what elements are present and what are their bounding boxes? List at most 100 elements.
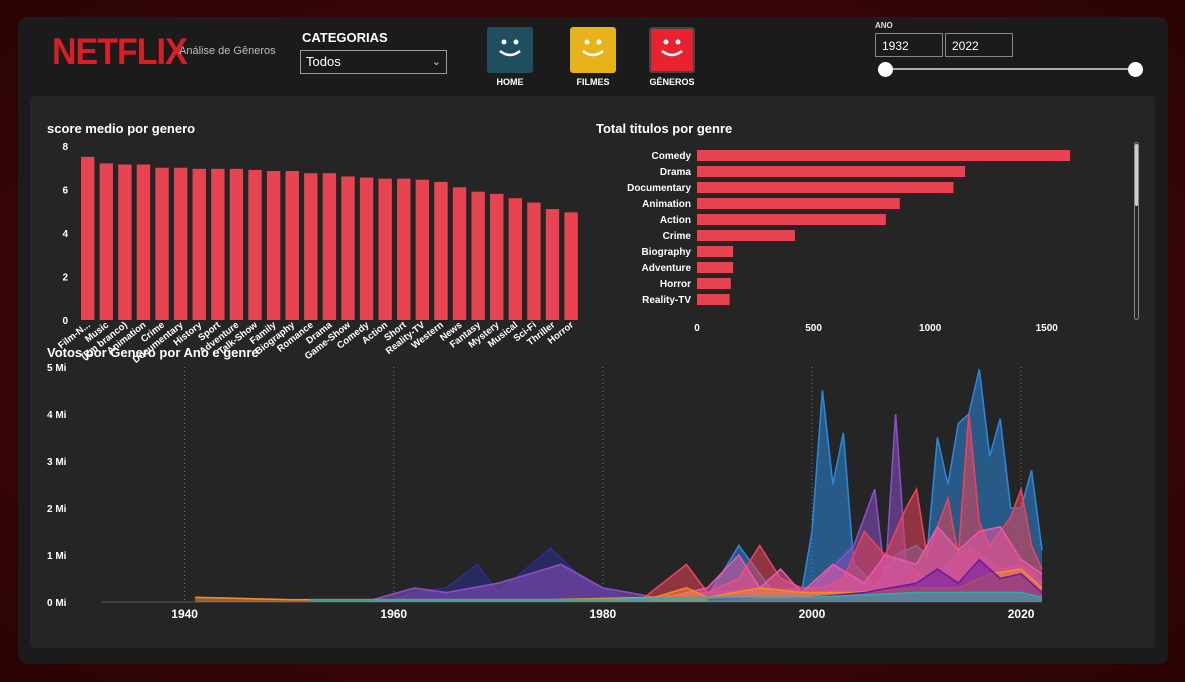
bar bbox=[378, 178, 392, 320]
bar bbox=[434, 181, 448, 320]
bar bbox=[697, 150, 1071, 161]
bar bbox=[229, 168, 244, 320]
smile-icon bbox=[570, 27, 616, 73]
y-tick-label: Animation bbox=[642, 199, 691, 210]
scrollbar-thumb[interactable] bbox=[1135, 144, 1138, 206]
bar bbox=[285, 171, 299, 320]
bar bbox=[697, 166, 966, 177]
netflix-logo: NETFLIX bbox=[52, 31, 188, 73]
bar bbox=[155, 167, 169, 320]
year-to-input[interactable]: 2022 bbox=[945, 33, 1013, 57]
nav-filmes-label: FILMES bbox=[576, 77, 610, 87]
header: NETFLIX Análise de Gêneros CATEGORIAS To… bbox=[18, 17, 1168, 95]
bar bbox=[564, 212, 578, 320]
bar bbox=[697, 294, 730, 305]
x-tick-label: 2000 bbox=[799, 607, 826, 621]
category-dropdown[interactable]: Todos ⌄ bbox=[300, 50, 447, 74]
scrollbar-track[interactable] bbox=[1134, 142, 1139, 320]
y-tick-label: 4 bbox=[62, 229, 68, 240]
titles-chart-title: Total titulos por genre bbox=[596, 121, 733, 136]
bar bbox=[508, 198, 523, 320]
y-tick-label: 8 bbox=[62, 142, 68, 153]
bar bbox=[118, 164, 132, 320]
y-tick-label: 4 Mi bbox=[47, 410, 67, 421]
series-line bbox=[310, 591, 1043, 601]
chevron-down-icon: ⌄ bbox=[431, 56, 441, 68]
x-tick-label: 500 bbox=[805, 323, 822, 334]
dashboard-frame: NETFLIX Análise de Gêneros CATEGORIAS To… bbox=[18, 17, 1168, 664]
series-area bbox=[195, 569, 1043, 602]
bar bbox=[452, 187, 467, 320]
bar bbox=[359, 177, 374, 320]
y-tick-label: 0 bbox=[62, 316, 68, 327]
bar bbox=[471, 191, 485, 320]
smile-icon bbox=[487, 27, 533, 73]
x-tick-label: 1500 bbox=[1036, 323, 1059, 334]
y-tick-label: Biography bbox=[642, 247, 692, 258]
bar bbox=[304, 173, 318, 320]
bar bbox=[266, 171, 281, 320]
y-tick-label: 2 Mi bbox=[47, 504, 67, 515]
y-tick-label: Documentary bbox=[627, 183, 691, 194]
y-tick-label: Adventure bbox=[642, 263, 692, 274]
year-slider-track[interactable] bbox=[884, 68, 1136, 70]
bar bbox=[99, 163, 113, 320]
page-subtitle: Análise de Gêneros bbox=[179, 45, 276, 57]
bar bbox=[697, 262, 734, 273]
year-slider-start-handle[interactable] bbox=[878, 62, 893, 77]
series-area bbox=[707, 559, 1042, 602]
y-tick-label: 2 bbox=[62, 273, 68, 284]
year-label: ANO bbox=[875, 21, 893, 30]
bar bbox=[697, 182, 954, 193]
year-slider-end-handle[interactable] bbox=[1128, 62, 1143, 77]
x-tick-label: 0 bbox=[694, 323, 700, 334]
bar bbox=[490, 193, 504, 320]
bar bbox=[527, 202, 541, 320]
series-line bbox=[654, 525, 1043, 601]
bar bbox=[211, 168, 225, 320]
nav-home-label: HOME bbox=[496, 77, 524, 87]
bar bbox=[697, 230, 795, 241]
bar bbox=[248, 169, 262, 320]
bar bbox=[173, 167, 188, 320]
bar bbox=[322, 173, 337, 320]
y-tick-label: Comedy bbox=[652, 151, 692, 162]
titles-bar-chart: Comedy Drama Documentary Animation Action Cri… bbox=[627, 150, 1071, 334]
bar bbox=[136, 164, 151, 320]
votes-area-chart: 5 Mi 4 Mi 3 Mi 2 Mi 1 Mi 0 Mi 1940 1960 1980 2000… bbox=[47, 363, 1043, 621]
y-tick-label: Drama bbox=[660, 167, 692, 178]
y-tick-label: Action bbox=[660, 215, 691, 226]
y-tick-label: Reality-TV bbox=[642, 295, 691, 306]
bar bbox=[192, 168, 206, 320]
x-tick-label: 1980 bbox=[590, 607, 617, 621]
bar bbox=[697, 214, 886, 225]
bar bbox=[341, 176, 355, 320]
bar bbox=[415, 179, 430, 320]
nav-generos-label: GÊNEROS bbox=[649, 77, 695, 87]
y-tick-label: 3 Mi bbox=[47, 457, 67, 468]
x-tick-label: 1960 bbox=[380, 607, 407, 621]
nav-home-button[interactable]: HOME bbox=[486, 27, 534, 87]
bar bbox=[397, 178, 411, 320]
x-tick-label: 1940 bbox=[171, 607, 198, 621]
bar bbox=[697, 198, 900, 209]
year-from-input[interactable]: 1932 bbox=[875, 33, 943, 57]
nav-generos-button[interactable]: GÊNEROS bbox=[648, 27, 696, 87]
y-tick-label: 5 Mi bbox=[47, 363, 67, 374]
x-tick-label: 1000 bbox=[919, 323, 942, 334]
y-tick-label: 0 Mi bbox=[47, 598, 67, 609]
y-tick-label: Horror bbox=[660, 279, 691, 290]
charts-panel: score medio por genero 8 6 4 2 0 Film-N... Mus… bbox=[30, 96, 1155, 648]
smile-icon bbox=[649, 27, 695, 73]
nav-filmes-button[interactable]: FILMES bbox=[569, 27, 617, 87]
y-tick-label: 6 bbox=[62, 186, 68, 197]
bar bbox=[697, 246, 734, 257]
bar bbox=[81, 156, 95, 320]
x-tick-label: 2020 bbox=[1008, 607, 1035, 621]
y-tick-label: Crime bbox=[663, 231, 692, 242]
bar bbox=[697, 278, 731, 289]
score-chart-title: score medio por genero bbox=[47, 121, 196, 136]
category-label: CATEGORIAS bbox=[302, 30, 388, 45]
y-tick-label: 1 Mi bbox=[47, 551, 67, 562]
